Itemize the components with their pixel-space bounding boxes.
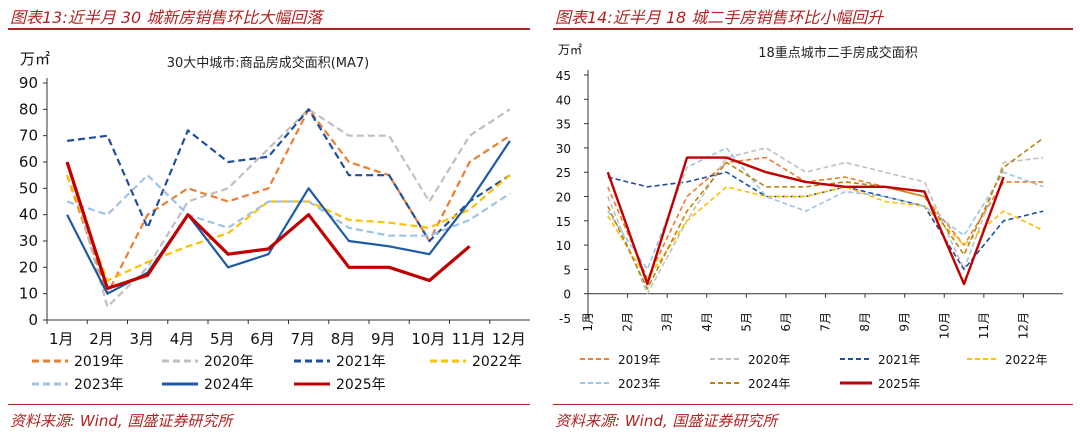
y-tick-label: 50 xyxy=(19,179,38,197)
y-unit-label: 万㎡ xyxy=(558,43,582,57)
figure-14-title: 图表14:近半月 18 城二手房销售环比小幅回升 xyxy=(555,8,884,27)
figure-14-source: 资料来源: Wind, 国盛证券研究所 xyxy=(555,412,778,430)
x-tick-label: 9月 xyxy=(371,330,396,348)
series-line-2024年 xyxy=(66,140,511,295)
x-tick-label: 5月 xyxy=(210,330,235,348)
x-tick-label: 5月 xyxy=(739,312,753,332)
x-tick-label: 6月 xyxy=(779,312,793,332)
x-tick-label: 3月 xyxy=(130,330,155,348)
figure-14-bottom-rule xyxy=(553,404,1073,405)
legend-label: 2020年 xyxy=(748,353,791,367)
y-tick-label: 80 xyxy=(19,100,38,118)
legend-label: 2020年 xyxy=(204,354,254,370)
x-tick-label: 8月 xyxy=(858,312,872,332)
figure-13-bottom-rule xyxy=(8,404,530,405)
y-tick-label: 60 xyxy=(19,153,38,171)
legend-label: 2025年 xyxy=(336,377,386,393)
series-line-2021年 xyxy=(607,171,1044,271)
y-tick-label: 5 xyxy=(563,263,571,277)
legend-label: 2025年 xyxy=(878,377,921,391)
legend-label: 2021年 xyxy=(878,353,921,367)
x-tick-label: 1月 xyxy=(49,330,74,348)
chart-title: 18重点城市二手房成交面积 xyxy=(758,45,918,61)
legend-label: 2023年 xyxy=(618,377,661,391)
x-tick-label: 1月 xyxy=(581,312,595,332)
legend-label: 2022年 xyxy=(1005,353,1048,367)
series-line-2022年 xyxy=(607,186,1044,280)
legend-label: 2021年 xyxy=(336,354,386,370)
series-line-2025年 xyxy=(606,156,1005,286)
y-tick-label: -5 xyxy=(559,312,571,326)
series-line-2025年 xyxy=(65,161,471,290)
x-tick-label: 4月 xyxy=(170,330,195,348)
x-tick-label: 7月 xyxy=(819,312,833,332)
y-tick-label: 40 xyxy=(556,93,571,107)
x-tick-label: 2月 xyxy=(89,330,114,348)
y-tick-label: 70 xyxy=(19,127,38,145)
y-tick-label: 45 xyxy=(556,69,571,83)
y-tick-label: 30 xyxy=(19,232,38,250)
y-tick-label: 0 xyxy=(563,288,571,302)
y-tick-label: 30 xyxy=(556,142,571,156)
y-tick-label: 25 xyxy=(556,166,571,180)
y-tick-label: 90 xyxy=(19,74,38,92)
x-tick-label: 8月 xyxy=(331,330,356,348)
chart-1: 30大中城市:商品房成交面积(MA7) 万㎡ 0 10 20 30 40 50 60 70 80 90… xyxy=(19,50,530,393)
y-tick-label: 0 xyxy=(28,311,38,329)
chart-2: 18重点城市二手房成交面积 万㎡ -5 0 5 10 15 20 25 30 35 40 45 1月 2月 3… xyxy=(556,43,1063,391)
y-tick-label: 20 xyxy=(556,191,571,205)
series-line-2023年 xyxy=(607,147,1044,271)
y-tick-label: 35 xyxy=(556,118,571,132)
x-tick-label: 10月 xyxy=(411,330,445,348)
series-line-2019年 xyxy=(66,108,511,295)
x-tick-label: 2月 xyxy=(621,312,635,332)
x-tick-label: 11月 xyxy=(452,330,486,348)
figure-13-source: 资料来源: Wind, 国盛证券研究所 xyxy=(10,412,233,430)
series-line-2019年 xyxy=(607,156,1044,280)
y-tick-label: 40 xyxy=(19,206,38,224)
figure-14-rule xyxy=(553,28,1073,30)
x-tick-label: 11月 xyxy=(977,312,991,339)
x-tick-label: 6月 xyxy=(250,330,275,348)
x-tick-label: 4月 xyxy=(700,312,714,332)
x-tick-label: 12月 xyxy=(492,330,526,348)
y-tick-label: 10 xyxy=(19,285,38,303)
y-unit-label: 万㎡ xyxy=(20,50,50,68)
y-tick-label: 10 xyxy=(556,239,571,253)
x-tick-label: 7月 xyxy=(291,330,316,348)
y-tick-label: 15 xyxy=(556,215,571,229)
series-line-2023年 xyxy=(66,174,511,237)
chart-title: 30大中城市:商品房成交面积(MA7) xyxy=(167,55,369,71)
series-line-2021年 xyxy=(66,108,511,243)
x-tick-label: 12月 xyxy=(1016,312,1030,339)
figure-13-rule xyxy=(8,28,530,30)
figure-13-title: 图表13:近半月 30 城新房销售环比大幅回落 xyxy=(10,8,323,27)
legend-label: 2019年 xyxy=(618,353,661,367)
legend-label: 2019年 xyxy=(74,354,124,370)
y-tick-label: 20 xyxy=(19,258,38,276)
legend-label: 2024年 xyxy=(748,377,791,391)
legend-label: 2024年 xyxy=(204,377,254,393)
legend-label: 2023年 xyxy=(74,377,124,393)
series-line-2020年 xyxy=(607,147,1044,295)
x-tick-label: 10月 xyxy=(937,312,951,339)
series-line-2020年 xyxy=(66,108,511,308)
x-tick-label: 3月 xyxy=(660,312,674,332)
x-tick-label: 9月 xyxy=(898,312,912,332)
legend-label: 2022年 xyxy=(472,354,522,370)
series-line-2022年 xyxy=(66,174,511,282)
